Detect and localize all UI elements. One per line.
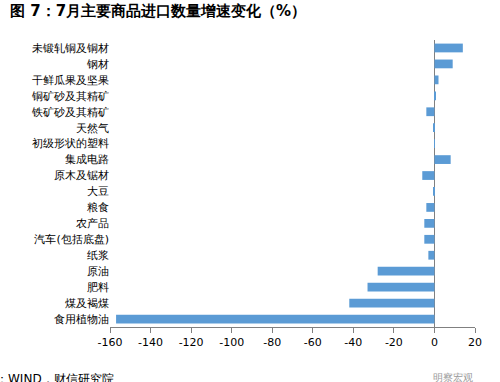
svg-text:原木及锯材: 原木及锯材 [54, 169, 109, 182]
svg-text:铜矿砂及其精矿: 铜矿砂及其精矿 [31, 90, 109, 103]
svg-text:钢材: 钢材 [86, 58, 109, 71]
svg-text:煤及褐煤: 煤及褐煤 [65, 297, 109, 310]
svg-text:原油: 原油 [87, 265, 109, 278]
svg-text:-60: -60 [304, 336, 322, 349]
svg-text:未锻轧铜及铜材: 未锻轧铜及铜材 [32, 42, 109, 55]
svg-text:大豆: 大豆 [87, 185, 109, 198]
svg-text:食用植物油: 食用植物油 [54, 313, 109, 326]
svg-text:干鲜瓜果及坚果: 干鲜瓜果及坚果 [32, 74, 109, 87]
svg-text:肥料: 肥料 [87, 281, 109, 294]
svg-text:-40: -40 [344, 336, 362, 349]
svg-text:20: 20 [468, 336, 482, 349]
svg-text:明察宏观: 明察宏观 [433, 372, 473, 382]
svg-text:-160: -160 [98, 336, 123, 349]
svg-text:-140: -140 [138, 336, 163, 349]
svg-text:0: 0 [431, 336, 438, 349]
svg-text:粮食: 粮食 [87, 201, 109, 214]
svg-text:资料来源：WIND，财信研究院: 资料来源：WIND，财信研究院 [0, 372, 114, 382]
svg-text:汽车(包括底盘): 汽车(包括底盘) [34, 233, 109, 246]
svg-text:农产品: 农产品 [76, 217, 109, 230]
svg-text:-120: -120 [179, 336, 204, 349]
svg-text:-20: -20 [385, 336, 403, 349]
svg-text:-100: -100 [219, 336, 244, 349]
svg-text:图 7：7月主要商品进口数量增速变化（%）: 图 7：7月主要商品进口数量增速变化（%） [10, 2, 306, 20]
svg-text:集成电路: 集成电路 [65, 153, 109, 166]
svg-text:铁矿砂及其精矿: 铁矿砂及其精矿 [31, 106, 109, 119]
svg-text:纸浆: 纸浆 [87, 249, 109, 262]
svg-text:-80: -80 [263, 336, 281, 349]
svg-text:天然气: 天然气 [76, 122, 109, 135]
svg-text:初级形状的塑料: 初级形状的塑料 [32, 137, 109, 150]
